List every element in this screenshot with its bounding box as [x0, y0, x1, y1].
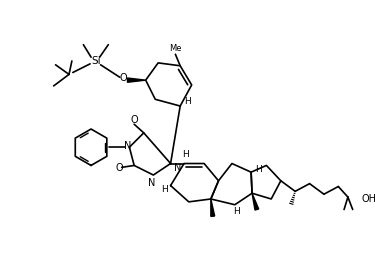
Text: H: H	[183, 150, 189, 159]
Text: OH: OH	[362, 194, 375, 204]
Text: Si: Si	[91, 56, 101, 66]
Polygon shape	[252, 193, 259, 210]
Text: H: H	[255, 165, 262, 174]
Text: H: H	[233, 207, 240, 216]
Text: N: N	[124, 141, 131, 151]
Text: Me: Me	[169, 44, 182, 53]
Text: H: H	[184, 97, 191, 106]
Text: N: N	[148, 178, 155, 188]
Polygon shape	[211, 199, 214, 217]
Polygon shape	[128, 78, 146, 82]
Text: O: O	[120, 73, 128, 83]
Text: H: H	[162, 185, 168, 194]
Text: O: O	[130, 116, 138, 125]
Text: O: O	[115, 163, 123, 173]
Text: N: N	[174, 163, 181, 173]
